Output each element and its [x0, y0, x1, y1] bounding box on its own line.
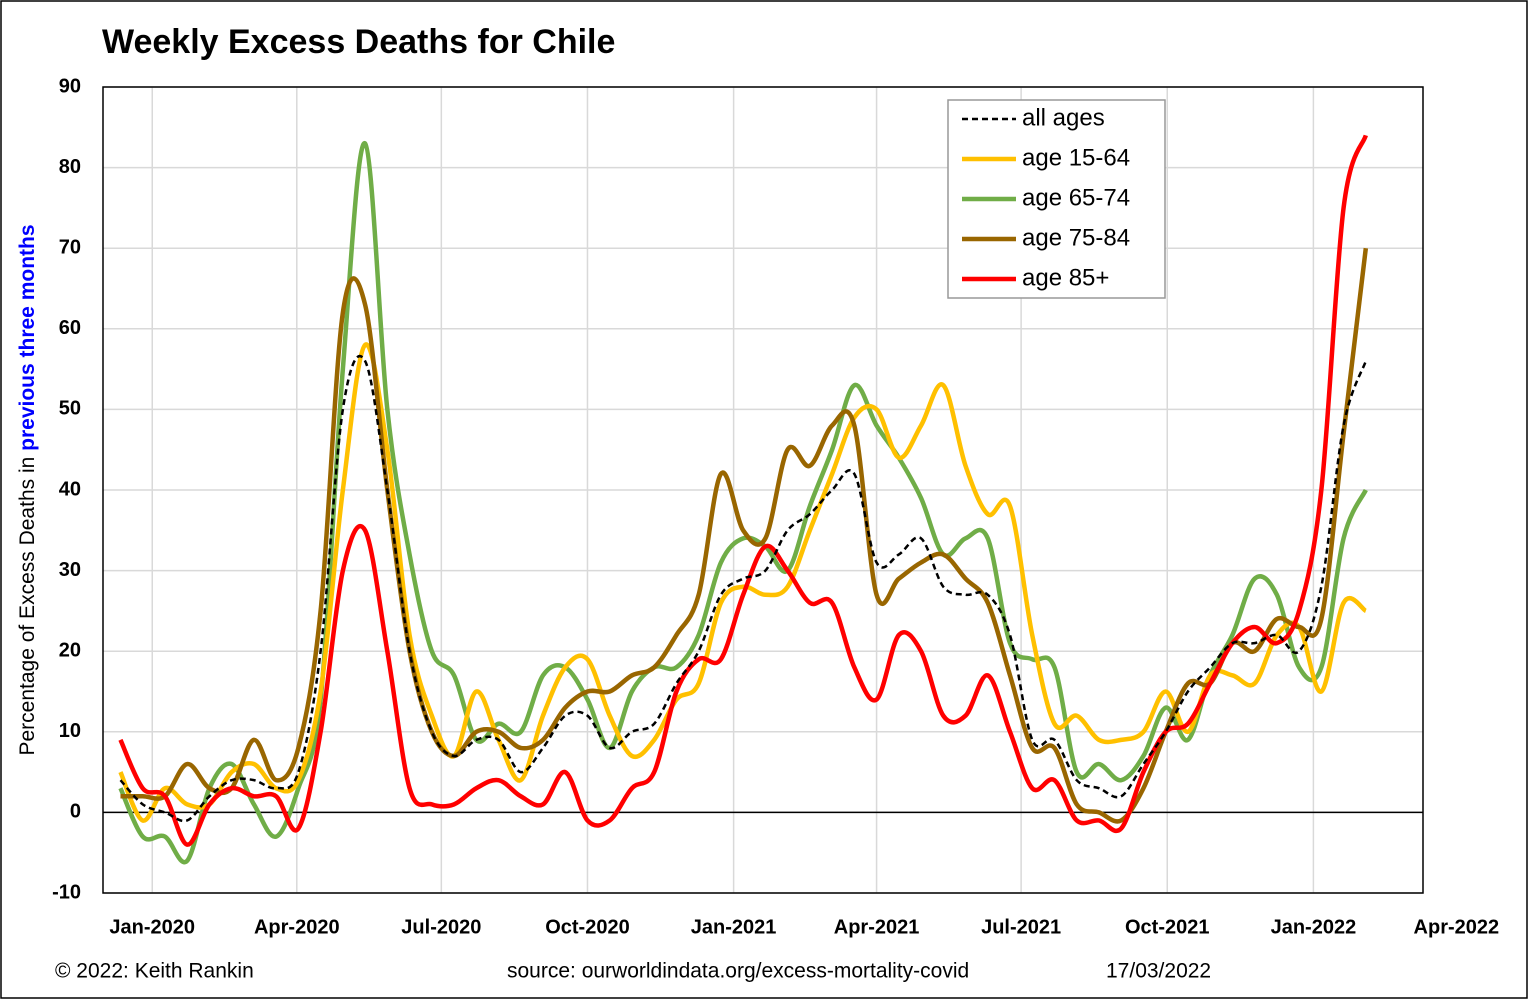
y-tick-label: 80 — [59, 156, 81, 178]
series-line — [118, 141, 1368, 865]
legend-box — [947, 99, 1166, 299]
y-tick-label: 60 — [59, 317, 81, 339]
y-tick-label: 30 — [59, 559, 81, 581]
footer-date: 17/03/2022 — [1106, 960, 1211, 983]
footer-credit: © 2022: Keith Rankin — [55, 960, 254, 983]
y-tick-label: -10 — [52, 881, 81, 903]
x-tick-label: Apr-2022 — [1414, 916, 1500, 938]
y-tick-label: 90 — [59, 75, 81, 97]
legend-label: age 15-64 — [1022, 144, 1130, 171]
series-line — [118, 342, 1368, 823]
y-axis-label: Percentage of Excess Deaths in previous … — [16, 224, 39, 755]
legend-label: age 65-74 — [1022, 184, 1130, 211]
x-tick-label: Apr-2020 — [254, 916, 340, 938]
x-tick-label: Jan-2021 — [691, 916, 777, 938]
y-label-part: Percentage of Excess Deaths in — [16, 451, 39, 756]
legend-label: age 75-84 — [1022, 224, 1130, 251]
y-tick-label: 0 — [70, 801, 81, 823]
x-tick-label: Apr-2021 — [834, 916, 920, 938]
y-tick-label: 10 — [59, 720, 81, 742]
x-tick-label: Jan-2020 — [109, 916, 195, 938]
y-tick-label: 50 — [59, 398, 81, 420]
chart-title: Weekly Excess Deaths for Chile — [102, 23, 615, 61]
plot-area — [102, 86, 1424, 894]
y-label-part: previous three months — [16, 224, 39, 450]
x-tick-label: Oct-2020 — [545, 916, 630, 938]
legend-label: all ages — [1022, 104, 1105, 131]
y-tick-label: 40 — [59, 478, 81, 500]
footer-source: source: ourworldindata.org/excess-mortal… — [507, 960, 969, 983]
legend-label: age 85+ — [1022, 264, 1109, 291]
x-tick-label: Jul-2020 — [401, 916, 481, 938]
y-tick-label: 20 — [59, 639, 81, 661]
x-tick-label: Jan-2022 — [1271, 916, 1357, 938]
y-tick-label: 70 — [59, 236, 81, 258]
series-line — [119, 354, 1368, 823]
x-tick-label: Jul-2021 — [981, 916, 1061, 938]
x-tick-label: Oct-2021 — [1125, 916, 1210, 938]
series-line — [118, 134, 1368, 847]
